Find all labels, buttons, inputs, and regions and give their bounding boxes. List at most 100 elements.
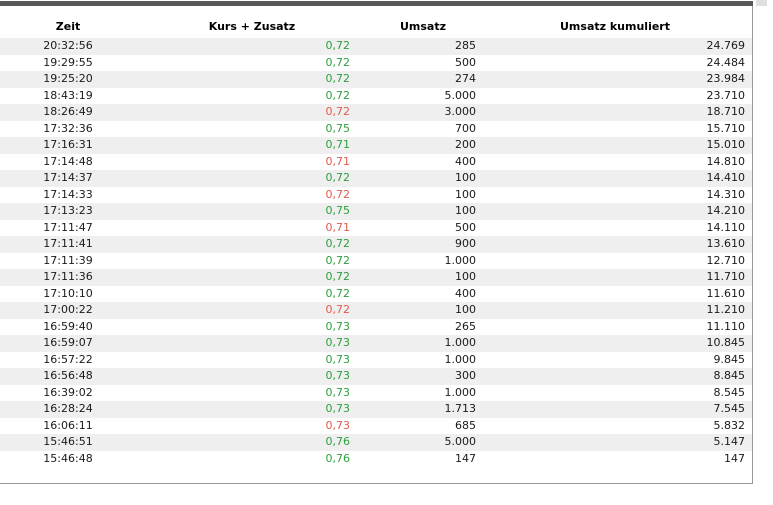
cell-umsatz: 147 bbox=[455, 451, 476, 465]
cell-kurs: 0,72 bbox=[325, 39, 351, 52]
cell-zeit: 18:43:19 bbox=[43, 88, 93, 102]
cell-umsatz: 285 bbox=[455, 39, 476, 52]
cell-umsatz: 100 bbox=[455, 187, 476, 201]
cell-kurs: 0,76 bbox=[325, 435, 351, 448]
cell-umsatz-kumuliert: 147 bbox=[724, 451, 745, 465]
table-row: 16:59:07 0,73 1.000 10.845 bbox=[0, 335, 752, 352]
table-row: 16:59:40 0,73 265 11.110 bbox=[0, 318, 752, 335]
cell-umsatz: 700 bbox=[455, 121, 476, 135]
table-row: 17:10:10 0,72 400 11.610 bbox=[0, 285, 752, 302]
cell-zeit: 19:29:55 bbox=[43, 55, 93, 69]
table-row: 16:28:24 0,73 1.713 7.545 bbox=[0, 401, 752, 418]
cell-zeit: 16:59:07 bbox=[43, 336, 93, 349]
cell-zeit: 17:11:36 bbox=[43, 270, 93, 283]
cell-zeit: 16:57:22 bbox=[43, 352, 93, 366]
cell-umsatz-kumuliert: 23.984 bbox=[706, 72, 746, 85]
table-row: 17:13:23 0,75 100 14.210 bbox=[0, 203, 752, 220]
cell-umsatz: 5.000 bbox=[444, 435, 477, 448]
cell-kurs: 0,71 bbox=[325, 138, 351, 151]
cell-kurs: 0,76 bbox=[325, 451, 351, 465]
cell-zeit: 17:00:22 bbox=[43, 303, 93, 316]
cell-kurs: 0,73 bbox=[325, 418, 351, 432]
cell-umsatz-kumuliert: 8.845 bbox=[713, 369, 746, 382]
cell-zeit: 16:39:02 bbox=[43, 385, 93, 399]
times-sales-table: Zeit Kurs + Zusatz Umsatz Umsatz kumulie… bbox=[0, 6, 752, 467]
cell-umsatz-kumuliert: 5.832 bbox=[713, 418, 746, 432]
cell-zeit: 17:16:31 bbox=[43, 138, 93, 151]
cell-zeit: 17:14:33 bbox=[43, 187, 93, 201]
cell-zeit: 16:28:24 bbox=[43, 402, 93, 415]
cell-umsatz-kumuliert: 5.147 bbox=[713, 435, 746, 448]
cell-umsatz-kumuliert: 15.010 bbox=[706, 138, 746, 151]
cell-zeit: 15:46:51 bbox=[43, 435, 93, 448]
cell-umsatz: 200 bbox=[455, 138, 476, 151]
table-row: 18:26:49 0,72 3.000 18.710 bbox=[0, 104, 752, 121]
cell-umsatz-kumuliert: 9.845 bbox=[713, 352, 746, 366]
cell-umsatz-kumuliert: 11.210 bbox=[706, 303, 746, 316]
cell-umsatz: 1.000 bbox=[444, 385, 477, 399]
cell-zeit: 18:26:49 bbox=[43, 105, 93, 118]
cell-umsatz-kumuliert: 13.610 bbox=[706, 237, 746, 250]
table-row: 17:14:37 0,72 100 14.410 bbox=[0, 170, 752, 187]
cell-kurs: 0,75 bbox=[325, 121, 351, 135]
table-row: 16:39:02 0,73 1.000 8.545 bbox=[0, 384, 752, 401]
cell-zeit: 17:10:10 bbox=[43, 286, 93, 300]
cell-umsatz-kumuliert: 11.610 bbox=[706, 286, 746, 300]
cell-kurs: 0,73 bbox=[325, 369, 351, 382]
cell-umsatz: 1.000 bbox=[444, 336, 477, 349]
cell-umsatz-kumuliert: 24.484 bbox=[706, 55, 746, 69]
table-row: 19:25:20 0,72 274 23.984 bbox=[0, 71, 752, 88]
panel-top-bar bbox=[0, 1, 753, 6]
table-row: 16:57:22 0,73 1.000 9.845 bbox=[0, 351, 752, 368]
cell-umsatz: 1.000 bbox=[444, 253, 477, 267]
cell-zeit: 16:59:40 bbox=[43, 319, 93, 333]
table-row: 17:11:39 0,72 1.000 12.710 bbox=[0, 252, 752, 269]
cell-umsatz-kumuliert: 12.710 bbox=[706, 253, 746, 267]
cell-kurs: 0,71 bbox=[325, 154, 351, 168]
cell-zeit: 17:32:36 bbox=[43, 121, 93, 135]
cell-umsatz-kumuliert: 14.110 bbox=[706, 220, 746, 234]
cell-umsatz: 274 bbox=[455, 72, 476, 85]
cell-umsatz: 1.713 bbox=[444, 402, 477, 415]
cell-zeit: 17:14:48 bbox=[43, 154, 93, 168]
cell-umsatz-kumuliert: 8.545 bbox=[713, 385, 746, 399]
cell-kurs: 0,72 bbox=[325, 286, 351, 300]
table-header-row: Zeit Kurs + Zusatz Umsatz Umsatz kumulie… bbox=[0, 6, 752, 38]
table-row: 15:46:51 0,76 5.000 5.147 bbox=[0, 434, 752, 451]
cell-umsatz: 100 bbox=[455, 171, 476, 184]
cell-umsatz-kumuliert: 14.810 bbox=[706, 154, 746, 168]
cell-zeit: 20:32:56 bbox=[43, 39, 93, 52]
cell-zeit: 15:46:48 bbox=[43, 451, 93, 465]
cell-umsatz: 685 bbox=[455, 418, 476, 432]
cell-umsatz: 100 bbox=[455, 204, 476, 217]
table-row: 16:06:11 0,73 685 5.832 bbox=[0, 417, 752, 434]
cell-zeit: 17:11:39 bbox=[43, 253, 93, 267]
table-row: 17:11:41 0,72 900 13.610 bbox=[0, 236, 752, 253]
cell-umsatz: 400 bbox=[455, 154, 476, 168]
col-header-umsatz: Umsatz bbox=[399, 20, 447, 33]
table-row: 19:29:55 0,72 500 24.484 bbox=[0, 54, 752, 71]
cell-kurs: 0,72 bbox=[325, 237, 351, 250]
table-row: 17:00:22 0,72 100 11.210 bbox=[0, 302, 752, 319]
table-row: 18:43:19 0,72 5.000 23.710 bbox=[0, 87, 752, 104]
cell-umsatz: 5.000 bbox=[444, 88, 477, 102]
cell-zeit: 16:56:48 bbox=[43, 369, 93, 382]
cell-zeit: 17:14:37 bbox=[43, 171, 93, 184]
cell-kurs: 0,75 bbox=[325, 204, 351, 217]
cell-umsatz-kumuliert: 11.110 bbox=[706, 319, 746, 333]
cell-zeit: 17:11:41 bbox=[43, 237, 93, 250]
cell-umsatz-kumuliert: 10.845 bbox=[706, 336, 746, 349]
cell-umsatz: 265 bbox=[455, 319, 476, 333]
cell-umsatz-kumuliert: 11.710 bbox=[706, 270, 746, 283]
table-row: 17:14:33 0,72 100 14.310 bbox=[0, 186, 752, 203]
table-row: 17:11:47 0,71 500 14.110 bbox=[0, 219, 752, 236]
col-header-umsatz-kumuliert: Umsatz kumuliert bbox=[560, 20, 670, 33]
table-row: 15:46:48 0,76 147 147 bbox=[0, 450, 752, 467]
cell-kurs: 0,73 bbox=[325, 402, 351, 415]
table-body: 20:32:56 0,72 285 24.769 19:29:55 0,72 5… bbox=[0, 38, 752, 467]
table-row: 17:32:36 0,75 700 15.710 bbox=[0, 120, 752, 137]
table-row: 17:11:36 0,72 100 11.710 bbox=[0, 269, 752, 286]
cell-kurs: 0,73 bbox=[325, 319, 351, 333]
cell-umsatz-kumuliert: 23.710 bbox=[706, 88, 746, 102]
cell-umsatz: 300 bbox=[455, 369, 476, 382]
